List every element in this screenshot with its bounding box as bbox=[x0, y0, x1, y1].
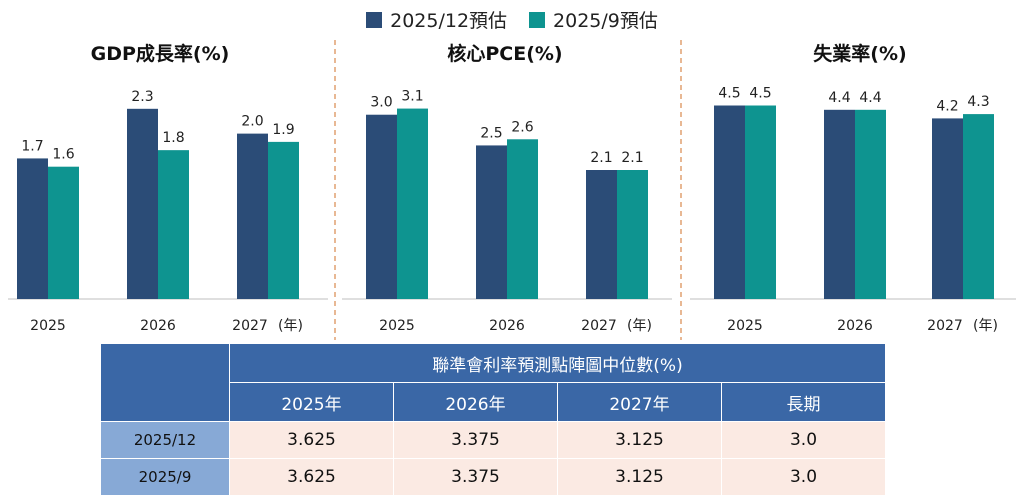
table-cell: 3.625 bbox=[229, 421, 394, 459]
table-corner bbox=[100, 343, 230, 422]
data-label: 3.1 bbox=[401, 89, 423, 105]
column-header-2027: 2027年 bbox=[557, 382, 722, 422]
data-label: 2.1 bbox=[590, 150, 612, 166]
table-title: 聯準會利率預測點陣圖中位數(%) bbox=[229, 343, 886, 383]
table-row: 2025/9 3.625 3.375 3.125 3.0 bbox=[100, 458, 886, 496]
legend-label-dec: 2025/12預估 bbox=[390, 10, 508, 32]
bar-sep bbox=[158, 150, 189, 299]
forecast-charts: GDP成長率(%) 1.7 1.6 2025 2.3 1.8 2026 2.0 1.9 2027 (… bbox=[8, 40, 1016, 340]
bar-sep bbox=[268, 141, 299, 299]
data-label: 2.3 bbox=[131, 89, 153, 105]
legend-item-dec: 2025/12預估 bbox=[366, 6, 507, 33]
fed-dot-plot-table: 聯準會利率預測點陣圖中位數(%) 2025年 2026年 2027年 長期 20… bbox=[100, 343, 886, 496]
bar-sep bbox=[855, 109, 886, 299]
chart-title: 核心PCE(%) bbox=[447, 42, 562, 65]
bar-dec bbox=[932, 118, 963, 300]
data-label: 1.9 bbox=[272, 122, 294, 138]
chart-legend: 2025/12預估 2025/9預估 bbox=[0, 6, 1024, 33]
table-cell: 3.375 bbox=[393, 421, 558, 459]
table-cell: 3.125 bbox=[557, 421, 722, 459]
x-tick-label: 2025 bbox=[727, 318, 763, 334]
bar-dec bbox=[586, 170, 617, 299]
bar-dec bbox=[824, 109, 855, 299]
data-label: 1.8 bbox=[162, 130, 184, 146]
data-label: 4.4 bbox=[859, 90, 881, 106]
table-row: 2025/12 3.625 3.375 3.125 3.0 bbox=[100, 421, 886, 459]
table-cell: 3.375 bbox=[393, 458, 558, 496]
chart-panel-2: 核心PCE(%) 3.0 3.1 2025 2.5 2.6 2026 2.1 2.1 2027 (年… bbox=[342, 42, 672, 334]
row-label-dec: 2025/12 bbox=[100, 421, 230, 459]
x-tick-label: 2026 bbox=[140, 318, 176, 334]
bar-dec bbox=[714, 105, 745, 299]
x-unit-label: (年) bbox=[627, 318, 652, 334]
bar-sep bbox=[397, 108, 428, 299]
bar-sep bbox=[507, 139, 538, 299]
x-tick-label: 2027 bbox=[927, 318, 963, 334]
row-label-sep: 2025/9 bbox=[100, 458, 230, 496]
legend-swatch-sep bbox=[529, 11, 546, 28]
data-label: 2.1 bbox=[621, 150, 643, 166]
chart-title: GDP成長率(%) bbox=[91, 42, 230, 65]
bar-dec bbox=[127, 108, 158, 299]
table-cell: 3.125 bbox=[557, 458, 722, 496]
data-label: 4.2 bbox=[936, 98, 958, 114]
chart-title: 失業率(%) bbox=[813, 42, 906, 65]
bar-dec bbox=[17, 158, 48, 299]
data-label: 2.0 bbox=[241, 114, 263, 130]
data-label: 2.5 bbox=[480, 125, 502, 141]
x-tick-label: 2025 bbox=[379, 318, 415, 334]
table-cell: 3.0 bbox=[721, 421, 886, 459]
bar-dec bbox=[366, 114, 397, 299]
data-label: 4.3 bbox=[967, 94, 989, 110]
bar-sep bbox=[48, 166, 79, 299]
column-header-2026: 2026年 bbox=[393, 382, 558, 422]
x-tick-label: 2027 bbox=[581, 318, 617, 334]
column-header-long-term: 長期 bbox=[721, 382, 886, 422]
x-unit-label: (年) bbox=[973, 318, 998, 334]
data-label: 4.4 bbox=[828, 90, 850, 106]
data-label: 1.6 bbox=[52, 147, 74, 163]
x-tick-label: 2027 bbox=[232, 318, 268, 334]
table-cell: 3.0 bbox=[721, 458, 886, 496]
legend-swatch-dec bbox=[366, 11, 383, 28]
bar-sep bbox=[617, 170, 648, 299]
bar-dec bbox=[476, 145, 507, 299]
bar-dec bbox=[237, 133, 268, 299]
data-label: 1.7 bbox=[21, 138, 43, 154]
x-tick-label: 2025 bbox=[30, 318, 66, 334]
data-label: 4.5 bbox=[718, 86, 740, 102]
data-label: 4.5 bbox=[749, 86, 771, 102]
bar-sep bbox=[745, 105, 776, 299]
x-tick-label: 2026 bbox=[489, 318, 525, 334]
legend-label-sep: 2025/9預估 bbox=[553, 10, 658, 32]
legend-item-sep: 2025/9預估 bbox=[529, 6, 658, 33]
data-label: 3.0 bbox=[370, 95, 392, 111]
column-header-2025: 2025年 bbox=[229, 382, 394, 422]
chart-panel-1: GDP成長率(%) 1.7 1.6 2025 2.3 1.8 2026 2.0 1.9 2027 (… bbox=[8, 42, 328, 334]
data-label: 2.6 bbox=[511, 119, 533, 135]
chart-panel-3: 失業率(%) 4.5 4.5 2025 4.4 4.4 2026 4.2 4.3 2027 (年) bbox=[690, 42, 1016, 334]
table-cell: 3.625 bbox=[229, 458, 394, 496]
x-tick-label: 2026 bbox=[837, 318, 873, 334]
x-unit-label: (年) bbox=[278, 318, 303, 334]
bar-sep bbox=[963, 114, 994, 299]
